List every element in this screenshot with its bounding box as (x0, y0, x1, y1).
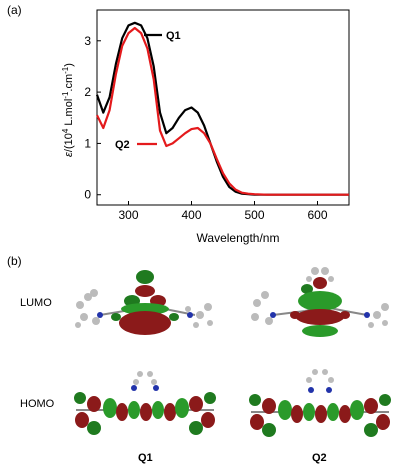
axis-ticks: 300 400 500 600 0 1 2 3 (84, 34, 328, 222)
y-axis-label: ε/(104 L.mol-1.cm-1) (61, 63, 76, 157)
x-axis-label: Wavelength/nm (197, 231, 280, 245)
lumo-label: LUMO (20, 297, 52, 309)
legend-label-q1: Q1 (166, 30, 181, 42)
legend-label-q2: Q2 (115, 139, 130, 151)
panel-a-label: (a) (7, 3, 22, 17)
y-tick-label: 2 (84, 85, 91, 99)
panel-b-label: (b) (7, 254, 22, 268)
plot-frame (96, 9, 350, 206)
y-tick-label: 1 (84, 136, 91, 150)
x-tick-label: 300 (118, 208, 138, 222)
homo-q1-orbital-image (74, 371, 216, 435)
lumo-q1-orbital-image (75, 270, 213, 335)
column-label-q1: Q1 (138, 452, 153, 464)
homo-label: HOMO (20, 398, 55, 410)
y-tick-label: 0 (84, 188, 91, 202)
y-tick-label: 3 (84, 34, 91, 48)
x-tick-label: 600 (307, 208, 327, 222)
lumo-q2-orbital-image (251, 267, 389, 337)
absorption-chart: 300 400 500 600 0 1 2 3 Q1 Q2 Wavelength/nm ε/(1… (61, 9, 350, 245)
homo-q2-orbital-image (249, 369, 391, 437)
column-label-q2: Q2 (312, 452, 327, 464)
series-line-q1 (95, 21, 349, 196)
x-tick-label: 500 (244, 208, 264, 222)
plot-border (96, 9, 350, 206)
series-line-q2 (96, 26, 349, 196)
series-group (95, 21, 349, 196)
x-tick-label: 400 (181, 208, 201, 222)
legend: Q1 Q2 (115, 30, 181, 151)
